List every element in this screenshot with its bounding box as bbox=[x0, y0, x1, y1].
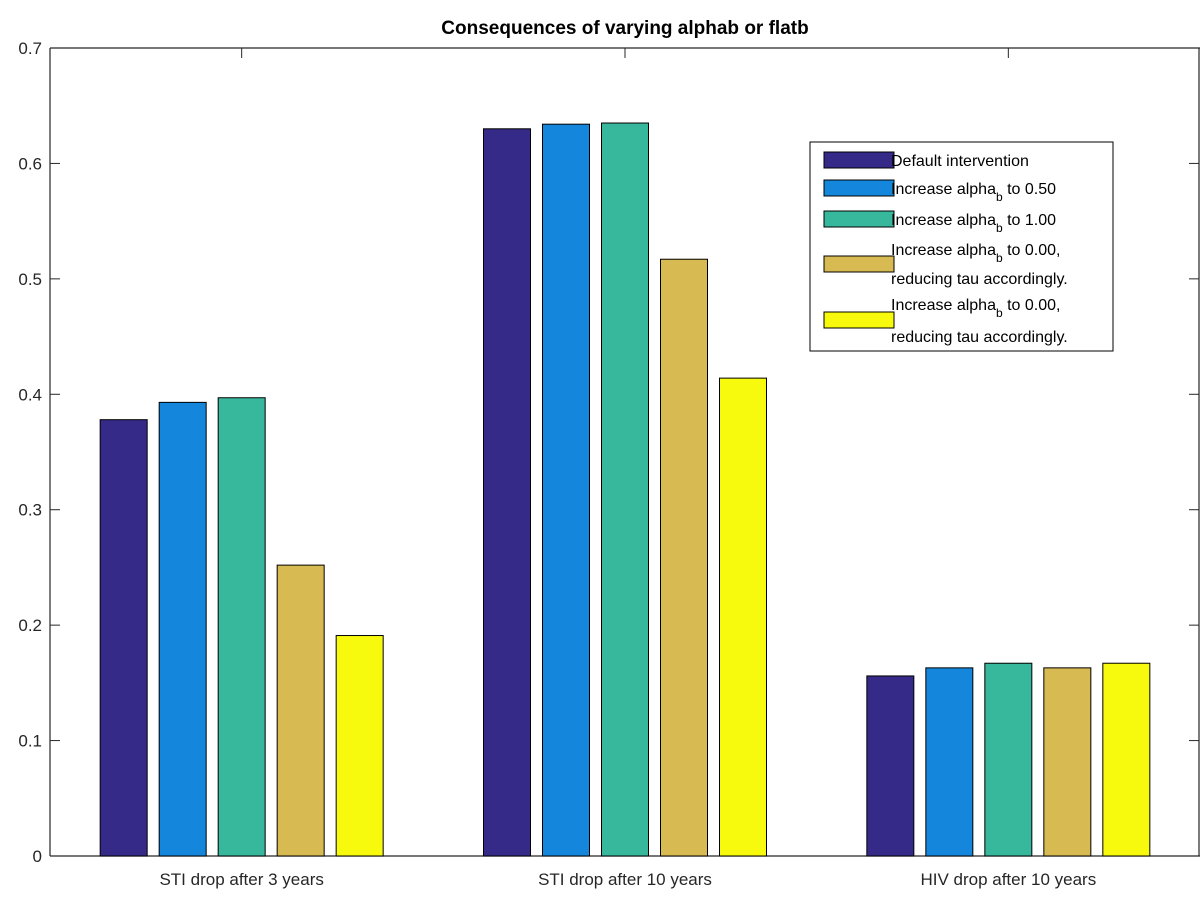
y-tick-label: 0.6 bbox=[18, 154, 42, 173]
bars bbox=[99, 122, 1151, 857]
bar bbox=[601, 122, 649, 857]
legend-label: Increase alphab to 0.50 bbox=[891, 181, 1056, 204]
y-tick-label: 0 bbox=[33, 847, 42, 866]
bar bbox=[158, 401, 207, 857]
legend-label: Increase alphab to 0.00, bbox=[891, 242, 1060, 265]
bar bbox=[99, 419, 148, 857]
x-tick-label: HIV drop after 10 years bbox=[920, 870, 1096, 889]
legend-label: Default intervention bbox=[891, 153, 1029, 170]
bar bbox=[925, 667, 974, 857]
bar bbox=[542, 123, 590, 857]
y-tick-label: 0.4 bbox=[18, 385, 42, 404]
y-tick-label: 0.5 bbox=[18, 270, 42, 289]
bar bbox=[1043, 667, 1092, 857]
bar bbox=[984, 662, 1033, 857]
chart-title: Consequences of varying alphab or flatb bbox=[441, 18, 808, 39]
bar bbox=[1102, 662, 1151, 857]
legend-swatch bbox=[823, 255, 895, 273]
legend-swatch bbox=[823, 179, 895, 197]
y-tick-label: 0.3 bbox=[18, 501, 42, 520]
legend-label: reducing tau accordingly. bbox=[891, 271, 1068, 288]
bar bbox=[483, 128, 531, 857]
y-tick-label: 0.1 bbox=[18, 732, 42, 751]
y-tick-label: 0.2 bbox=[18, 616, 42, 635]
legend-swatch bbox=[823, 151, 895, 169]
legend-label: Increase alphab to 1.00 bbox=[891, 212, 1056, 235]
bar bbox=[335, 635, 384, 857]
legend-label: reducing tau accordingly. bbox=[891, 329, 1068, 346]
y-tick-label: 0.7 bbox=[18, 39, 42, 58]
bar bbox=[217, 397, 266, 857]
legend-label: Increase alphab to 0.00, bbox=[891, 297, 1060, 320]
x-tick-label: STI drop after 10 years bbox=[538, 870, 712, 889]
x-tick-label: STI drop after 3 years bbox=[159, 870, 323, 889]
bar bbox=[660, 258, 708, 857]
axes: 0 0.1 0.2 0.3 0.4 0.5 0.6 0.7 STI drop after 3 y… bbox=[18, 39, 1200, 889]
bar bbox=[866, 675, 915, 857]
legend: Default intervention Increase alphab to 0… bbox=[809, 141, 1114, 352]
bar bbox=[276, 564, 325, 857]
legend-swatch bbox=[823, 311, 895, 329]
legend-swatch bbox=[823, 210, 895, 228]
bar bbox=[719, 377, 767, 857]
